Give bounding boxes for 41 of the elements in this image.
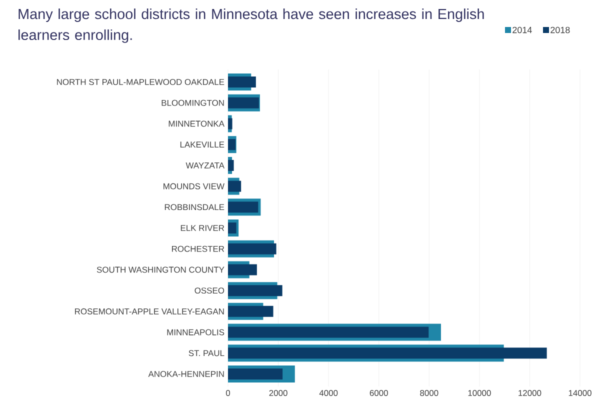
y-tick-label: ANOKA-HENNEPIN <box>148 371 224 377</box>
x-tick-label: 2000 <box>269 390 288 396</box>
x-tick-label: 8000 <box>420 390 438 396</box>
bar <box>228 139 236 150</box>
bar <box>228 160 234 171</box>
x-tick-label: 0 <box>226 390 230 396</box>
x-tick-label: 10000 <box>468 390 491 396</box>
y-tick-label: OSSEO <box>194 288 224 294</box>
bar <box>228 285 282 296</box>
x-tick-label: 14000 <box>568 390 592 396</box>
chart-title: Many large school districts in Minnesota have seen increases in English learners enrolling. <box>18 8 484 43</box>
y-tick-label: MOUNDS VIEW <box>164 183 224 190</box>
y-tick-label: ST. PAUL <box>188 350 224 356</box>
y-tick-label: WAYZATA <box>186 162 224 168</box>
bar <box>228 202 258 213</box>
y-tick-label: BLOOMINGTON <box>162 100 224 106</box>
y-tick-label: SOUTH WASHINGTON COUNTY <box>96 266 224 273</box>
x-tick-label: 6000 <box>370 390 388 396</box>
y-tick-label: NORTH ST PAUL-MAPLEWOOD OAKDALE <box>57 79 224 86</box>
bar <box>228 243 276 254</box>
bar <box>228 264 257 276</box>
y-tick-label: MINNETONKA <box>168 120 224 127</box>
y-tick-label: ROCHESTER <box>172 246 224 252</box>
y-tick-label: ELK RIVER <box>180 225 224 231</box>
y-tick-label: MINNEAPOLIS <box>167 329 224 336</box>
x-tick-label: 4000 <box>319 390 338 396</box>
bar <box>228 348 547 359</box>
legend-label: 2014 <box>512 26 532 34</box>
bar <box>228 222 236 234</box>
bar <box>228 118 232 130</box>
y-tick-label: ROSEMOUNT-APPLE VALLEY-EAGAN <box>75 308 224 314</box>
bar <box>228 306 274 317</box>
bar <box>228 180 242 192</box>
bar <box>228 368 283 380</box>
legend-label: 2018 <box>550 26 570 34</box>
y-tick-label: ROBBINSDALE <box>164 204 224 210</box>
bar <box>228 97 259 108</box>
y-tick-label: LAKEVILLE <box>180 142 224 148</box>
bar <box>228 76 256 88</box>
x-tick-label: 12000 <box>518 390 542 396</box>
bar <box>228 326 429 338</box>
